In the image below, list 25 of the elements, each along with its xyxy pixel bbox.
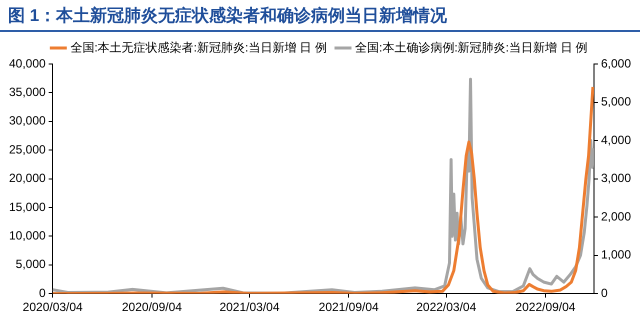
y-tick-label: 10,000 bbox=[9, 228, 46, 243]
legend-label: 全国:本土无症状感染者:新冠肺炎:当日新增 日 例 bbox=[70, 40, 327, 54]
x-tick-label: 2022/09/04 bbox=[515, 300, 576, 314]
y2-tick-label: 1,000 bbox=[600, 248, 632, 262]
y2-tick-label: 6,000 bbox=[600, 56, 632, 70]
y-tick-label: 25,000 bbox=[9, 142, 46, 156]
y-tick-label: 40,000 bbox=[9, 56, 46, 70]
y2-tick-label: 2,000 bbox=[600, 209, 632, 224]
y2-tick-label: 5,000 bbox=[600, 94, 632, 109]
x-tick-label: 2021/03/04 bbox=[219, 300, 280, 314]
y-tick-label: 15,000 bbox=[9, 200, 46, 214]
y-tick-label: 20,000 bbox=[9, 171, 46, 186]
chart-title: 图 1：本土新冠肺炎无症状感染者和确诊病例当日新增情况 bbox=[0, 0, 640, 32]
x-tick-label: 2020/03/04 bbox=[22, 300, 84, 314]
y-tick-label: 35,000 bbox=[9, 85, 46, 100]
x-tick-label: 2020/09/04 bbox=[122, 300, 182, 314]
x-tick-label: 2021/09/04 bbox=[318, 300, 380, 314]
y-tick-label: 30,000 bbox=[9, 114, 46, 128]
y-tick-label: 0 bbox=[39, 286, 46, 300]
y-tick-label: 5,000 bbox=[16, 257, 46, 272]
legend-label: 全国:本土确诊病例:新冠肺炎:当日新增 日 例 bbox=[355, 40, 588, 54]
y2-tick-label: 3,000 bbox=[600, 171, 632, 186]
x-tick-label: 2022/03/04 bbox=[416, 300, 477, 314]
y2-tick-label: 0 bbox=[600, 286, 608, 300]
y2-tick-label: 4,000 bbox=[600, 132, 632, 147]
